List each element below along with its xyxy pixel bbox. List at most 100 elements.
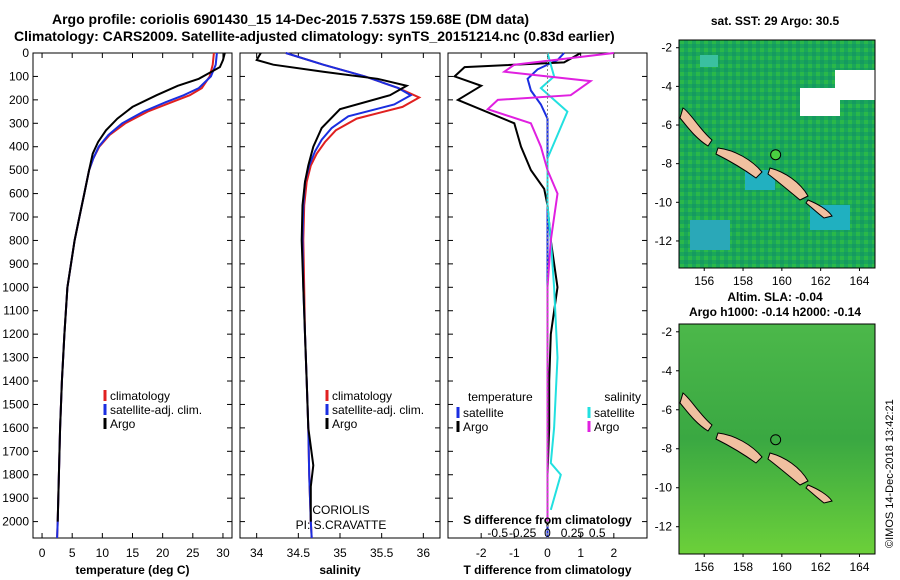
island <box>679 392 713 432</box>
legend-label: satellite-adj. clim. <box>110 403 202 417</box>
plot-frame-1 <box>32 52 233 539</box>
depth-tick-label: 1500 <box>2 397 29 411</box>
map-lat-label: -2 <box>661 325 672 339</box>
depth-tick-label: 500 <box>9 163 29 177</box>
map-lat-label: -12 <box>655 234 673 248</box>
island <box>767 452 809 486</box>
s-diff-tick-label: 0.5 <box>589 526 606 540</box>
sst-map <box>678 39 876 269</box>
depth-tick-label: 1100 <box>3 304 29 318</box>
s-diff-tick-label: 0 <box>544 526 551 540</box>
island <box>715 432 763 464</box>
depth-tick-label: 2000 <box>2 515 29 529</box>
x-tick-label: 34.5 <box>287 546 311 560</box>
map-lat-label: -6 <box>661 403 672 417</box>
depth-tick-label: 900 <box>9 257 29 271</box>
map-lon-label: 164 <box>849 560 869 574</box>
credit-line1: CORIOLIS <box>312 503 369 517</box>
x-tick-label: -2 <box>476 546 487 560</box>
depth-tick-label: 1800 <box>2 468 29 482</box>
depth-tick-label: 200 <box>9 93 29 107</box>
map-lon-label: 156 <box>694 560 714 574</box>
s-diff-tick-label: -0.25 <box>509 526 537 540</box>
x-axis-label: T difference from climatology <box>463 563 631 577</box>
depth-tick-label: 700 <box>9 210 29 224</box>
series-line-argo <box>56 52 226 522</box>
map-lon-label: 158 <box>733 560 753 574</box>
map-lat-label: -12 <box>655 520 673 534</box>
map-lat-label: -8 <box>661 442 672 456</box>
series-line-salinity-satellite <box>539 52 569 511</box>
series-line-argo <box>255 52 410 522</box>
map-lon-label: 160 <box>772 274 792 288</box>
plot-title-line2: Climatology: CARS2009. Satellite-adjuste… <box>14 28 615 44</box>
legend-label: climatology <box>110 389 170 403</box>
island <box>715 147 763 179</box>
x-tick-label: 5 <box>69 546 76 560</box>
sla-map-background <box>679 324 875 554</box>
sst-cloud-mask <box>800 88 840 116</box>
x-axis-label: temperature (deg C) <box>75 563 189 577</box>
depth-tick-label: 1000 <box>2 280 29 294</box>
x-tick-label: 20 <box>156 546 170 560</box>
series-line-salinity-argo <box>485 52 614 522</box>
depth-tick-label: 400 <box>9 140 29 154</box>
series-line-satellite-adj-clim- <box>56 52 218 539</box>
island <box>767 167 809 201</box>
sla-map-subtitle: Argo h1000: -0.14 h2000: -0.14 <box>689 305 861 319</box>
sla-map-title: Altim. SLA: -0.04 <box>727 290 823 304</box>
argo-float-marker <box>770 434 782 446</box>
map-lat-label: -10 <box>655 195 673 209</box>
x-tick-label: 1 <box>577 546 584 560</box>
map-lat-label: -10 <box>655 481 673 495</box>
depth-tick-label: 1300 <box>2 351 29 365</box>
island <box>805 484 833 504</box>
s-diff-tick-label: 0.25 <box>561 526 585 540</box>
map-lon-label: 164 <box>849 274 869 288</box>
x-tick-label: 25 <box>186 546 200 560</box>
x-tick-label: 35.5 <box>370 546 394 560</box>
series-line-climatology <box>285 52 422 539</box>
depth-tick-label: 300 <box>9 116 29 130</box>
depth-tick-label: 600 <box>9 187 29 201</box>
sla-map-frame <box>678 323 876 555</box>
x-tick-label: 0 <box>39 546 46 560</box>
depth-tick-label: 1900 <box>2 491 29 505</box>
map-lat-label: -6 <box>661 118 672 132</box>
x-tick-label: 0 <box>544 546 551 560</box>
legend-label: Argo <box>594 420 620 434</box>
sst-map-frame <box>678 39 876 269</box>
map-lat-label: -4 <box>661 79 672 93</box>
legend-label: Argo <box>463 420 489 434</box>
x-axis-label: salinity <box>319 563 361 577</box>
legend-header-temperature: temperature <box>468 390 533 404</box>
series-line-temperature-satellite <box>526 52 565 538</box>
depth-tick-label: 0 <box>22 46 29 60</box>
x-tick-label: 35 <box>333 546 347 560</box>
plot-title-line1: Argo profile: coriolis 6901430_15 14-Dec… <box>52 11 530 27</box>
map-lat-label: -4 <box>661 364 672 378</box>
map-lon-label: 156 <box>694 274 714 288</box>
map-lon-label: 160 <box>772 560 792 574</box>
x-tick-label: 2 <box>610 546 617 560</box>
depth-tick-label: 1600 <box>2 421 29 435</box>
depth-tick-label: 1700 <box>2 444 29 458</box>
depth-tick-label: 800 <box>9 233 29 247</box>
x-tick-label: -1 <box>509 546 520 560</box>
plot-frame-2 <box>239 52 441 539</box>
map-lat-label: -8 <box>661 157 672 171</box>
legend-header-salinity: salinity <box>604 390 641 404</box>
map-lon-label: 158 <box>733 274 753 288</box>
island <box>679 107 713 147</box>
argo-float-marker <box>770 149 782 161</box>
depth-tick-label: 100 <box>9 69 29 83</box>
x-tick-label: 34 <box>250 546 264 560</box>
depth-tick-label: 1200 <box>2 327 29 341</box>
legend-label: climatology <box>332 389 392 403</box>
imos-stamp: ©IMOS 14-Dec-2018 13:42:21 <box>884 399 896 548</box>
credit-line2: PI: S.CRAVATTE <box>296 518 387 532</box>
depth-tick-label: 1400 <box>2 374 29 388</box>
legend-label: satellite <box>463 406 504 420</box>
legend-label: satellite-adj. clim. <box>332 403 424 417</box>
